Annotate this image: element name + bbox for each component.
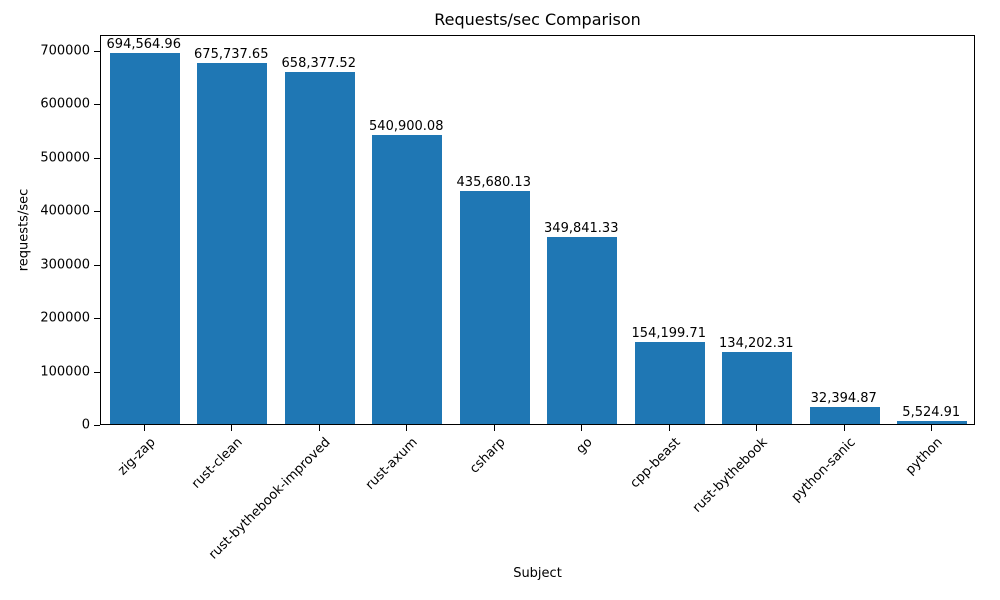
y-tick-mark (94, 264, 100, 266)
x-tick-label: go (573, 435, 596, 458)
y-tick-label: 600000 (40, 96, 90, 112)
bar-value-label: 5,524.91 (902, 405, 961, 421)
x-tick-label: zig-zap (114, 435, 159, 479)
x-tick-mark (581, 425, 583, 431)
y-tick-label: 400000 (40, 203, 90, 219)
bar-value-label: 154,199.71 (631, 325, 706, 341)
y-tick-label: 100000 (40, 364, 90, 380)
bar (897, 421, 968, 424)
x-tick-label: csharp (466, 435, 509, 477)
y-tick-mark (94, 318, 100, 320)
bar-value-label: 658,377.52 (281, 55, 356, 71)
x-tick-mark (843, 425, 845, 431)
plot-area (100, 35, 975, 425)
bar (722, 352, 793, 424)
y-tick-label: 500000 (40, 150, 90, 166)
y-tick-label: 0 (81, 417, 90, 433)
y-tick-mark (94, 425, 100, 426)
bar (284, 71, 355, 424)
y-axis-label: requests/sec (16, 188, 32, 272)
x-tick-mark (931, 425, 933, 431)
x-tick-mark (668, 425, 670, 431)
x-axis-label: Subject (513, 566, 562, 581)
y-tick-label: 200000 (40, 310, 90, 326)
x-tick-mark (143, 425, 145, 431)
x-tick-label: cpp-beast (627, 435, 684, 492)
bar (547, 236, 618, 424)
y-tick-mark (94, 157, 100, 159)
bar-value-label: 540,900.08 (369, 118, 444, 134)
x-tick-label: rust-clean (189, 435, 246, 492)
bar (634, 341, 705, 424)
bar (197, 62, 268, 424)
bar-value-label: 675,737.65 (194, 46, 269, 62)
y-tick-mark (94, 371, 100, 373)
x-tick-mark (756, 425, 758, 431)
x-tick-mark (231, 425, 233, 431)
bar-value-label: 694,564.96 (106, 36, 181, 52)
y-tick-mark (94, 211, 100, 213)
bar (459, 191, 530, 424)
x-tick-label: python (903, 435, 946, 478)
y-tick-label: 700000 (40, 43, 90, 59)
bar-value-label: 134,202.31 (719, 336, 794, 352)
x-tick-mark (318, 425, 320, 431)
y-tick-mark (94, 50, 100, 52)
y-tick-mark (94, 104, 100, 106)
x-tick-mark (493, 425, 495, 431)
x-tick-label: rust-bythebook (690, 435, 771, 516)
bar (372, 134, 443, 424)
bar (809, 406, 880, 424)
x-tick-label: python-sanic (788, 435, 859, 505)
bar-value-label: 349,841.33 (544, 220, 619, 236)
x-tick-mark (406, 425, 408, 431)
bar (109, 52, 180, 424)
x-tick-label: rust-axum (363, 435, 421, 493)
bar-value-label: 435,680.13 (456, 175, 531, 191)
y-tick-label: 300000 (40, 257, 90, 273)
chart-title: Requests/sec Comparison (434, 10, 641, 29)
bar-value-label: 32,394.87 (810, 390, 877, 406)
